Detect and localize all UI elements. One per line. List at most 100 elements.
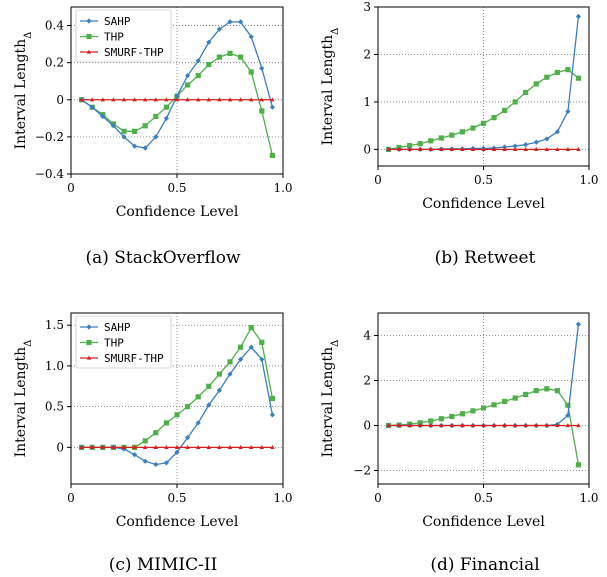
data-point <box>238 97 243 102</box>
data-point <box>438 135 444 141</box>
y-tick-label: 0 <box>363 419 371 433</box>
data-point <box>481 423 486 428</box>
data-point <box>259 444 264 449</box>
data-point <box>428 146 433 151</box>
data-point <box>533 81 539 87</box>
legend-label: SAHP <box>104 15 131 28</box>
data-point <box>459 129 465 135</box>
data-point <box>110 123 116 129</box>
data-point <box>417 141 423 147</box>
data-point <box>121 97 127 102</box>
data-point <box>481 146 486 151</box>
data-point <box>111 97 116 102</box>
data-point <box>565 412 571 418</box>
data-point <box>216 26 222 32</box>
data-point <box>259 356 265 363</box>
data-point <box>534 146 539 151</box>
y-tick-label: 0.4 <box>45 19 64 33</box>
x-tick-label: 0 <box>67 181 75 195</box>
data-point <box>249 97 254 102</box>
data-point <box>544 146 549 151</box>
data-point <box>386 423 391 428</box>
legend: SAHP THP SMURF-THP <box>75 315 172 369</box>
data-point <box>174 449 180 455</box>
data-point <box>174 93 180 99</box>
data-point <box>534 423 539 428</box>
data-point <box>227 97 233 102</box>
data-point <box>449 146 455 151</box>
data-point <box>565 67 571 73</box>
data-point <box>132 143 138 149</box>
x-tick-label: 0 <box>374 491 382 505</box>
data-point <box>121 134 127 140</box>
data-point <box>153 444 158 449</box>
chart-panel-3: 0 0.5 1.0 0 0.5 1.0 1.5 Confidence Level Interva… <box>13 312 293 575</box>
x-tick-label: 0.5 <box>474 491 493 505</box>
data-point <box>470 146 476 151</box>
data-point <box>565 402 571 408</box>
data-point <box>163 115 169 121</box>
x-tick-label: 1.0 <box>273 491 292 505</box>
data-point <box>121 444 127 449</box>
data-point <box>238 444 243 449</box>
panel-caption: (a) StackOverflow <box>85 248 241 268</box>
y-tick-label: 0 <box>363 142 371 156</box>
data-point <box>544 74 550 80</box>
data-point <box>216 387 222 393</box>
x-tick-label: 1.0 <box>579 491 598 505</box>
legend-marker <box>86 18 92 24</box>
data-point <box>491 146 497 151</box>
data-point <box>142 458 148 464</box>
data-point <box>491 114 497 121</box>
data-point <box>216 371 222 377</box>
data-point <box>153 461 159 468</box>
data-point <box>185 444 190 449</box>
plot-frame <box>377 312 590 485</box>
data-point <box>491 402 497 408</box>
data-point <box>185 404 191 410</box>
legend-box <box>75 9 172 63</box>
data-point <box>554 69 560 76</box>
y-tick-label: 0 <box>56 93 64 107</box>
data-point <box>90 97 95 102</box>
data-point <box>575 75 582 81</box>
data-point <box>270 444 275 449</box>
data-point <box>153 430 159 436</box>
x-tick-label: 1.0 <box>273 181 292 195</box>
data-point <box>512 395 518 401</box>
data-point <box>449 423 455 428</box>
x-axis-label: Confidence Level <box>116 514 239 530</box>
data-point <box>206 444 211 449</box>
data-point <box>396 423 402 428</box>
data-point <box>502 146 507 151</box>
data-point <box>512 423 518 428</box>
y-axis-label: Interval LengthΔ <box>13 340 34 458</box>
data-point <box>153 113 159 120</box>
data-point <box>249 444 254 449</box>
x-axis-label: Confidence Level <box>422 514 545 530</box>
data-point <box>259 97 264 102</box>
x-axis-label: Confidence Level <box>422 196 545 212</box>
data-point <box>206 402 212 408</box>
data-point <box>439 423 444 428</box>
data-point <box>554 388 560 394</box>
series-smurf-thp <box>79 444 275 449</box>
legend-box <box>75 315 172 369</box>
data-point <box>386 146 391 151</box>
data-point <box>576 423 581 428</box>
data-point <box>79 97 84 102</box>
legend: SAHP THP SMURF-THP <box>75 9 172 63</box>
panel-caption: (c) MIMIC-II <box>109 555 218 575</box>
legend-marker <box>86 33 92 40</box>
data-point <box>196 444 201 449</box>
data-point <box>544 136 550 142</box>
data-point <box>206 97 211 102</box>
data-point <box>227 50 233 56</box>
data-point <box>269 412 275 418</box>
data-point <box>248 34 254 40</box>
y-tick-label: 0.2 <box>45 56 64 70</box>
y-tick-label: 0.5 <box>45 400 64 414</box>
data-point <box>227 19 233 25</box>
series-smurf-thp <box>386 423 581 428</box>
